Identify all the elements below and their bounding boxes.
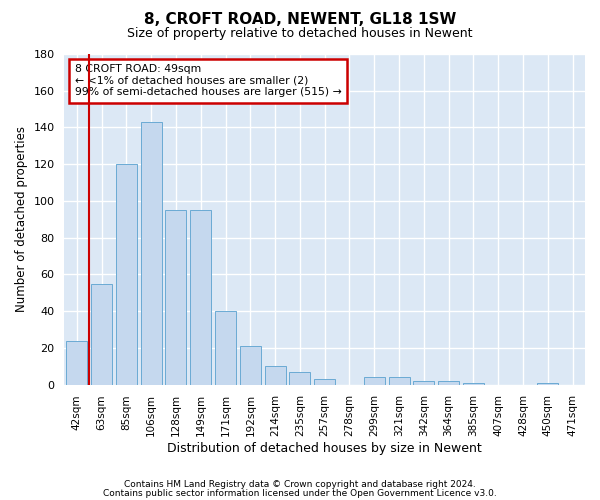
Bar: [537, 383, 559, 384]
X-axis label: Distribution of detached houses by size in Newent: Distribution of detached houses by size …: [167, 442, 482, 455]
Bar: [364, 378, 385, 384]
Bar: [265, 366, 286, 384]
Text: Contains HM Land Registry data © Crown copyright and database right 2024.: Contains HM Land Registry data © Crown c…: [124, 480, 476, 489]
Bar: [289, 372, 310, 384]
Bar: [116, 164, 137, 384]
Bar: [389, 378, 410, 384]
Bar: [140, 122, 162, 384]
Bar: [215, 311, 236, 384]
Text: 8, CROFT ROAD, NEWENT, GL18 1SW: 8, CROFT ROAD, NEWENT, GL18 1SW: [144, 12, 456, 28]
Text: Size of property relative to detached houses in Newent: Size of property relative to detached ho…: [127, 28, 473, 40]
Y-axis label: Number of detached properties: Number of detached properties: [15, 126, 28, 312]
Bar: [463, 383, 484, 384]
Bar: [240, 346, 261, 385]
Text: 8 CROFT ROAD: 49sqm
← <1% of detached houses are smaller (2)
99% of semi-detache: 8 CROFT ROAD: 49sqm ← <1% of detached ho…: [75, 64, 341, 97]
Bar: [438, 381, 459, 384]
Bar: [66, 340, 88, 384]
Bar: [413, 381, 434, 384]
Text: Contains public sector information licensed under the Open Government Licence v3: Contains public sector information licen…: [103, 488, 497, 498]
Bar: [190, 210, 211, 384]
Bar: [166, 210, 187, 384]
Bar: [314, 379, 335, 384]
Bar: [91, 284, 112, 384]
